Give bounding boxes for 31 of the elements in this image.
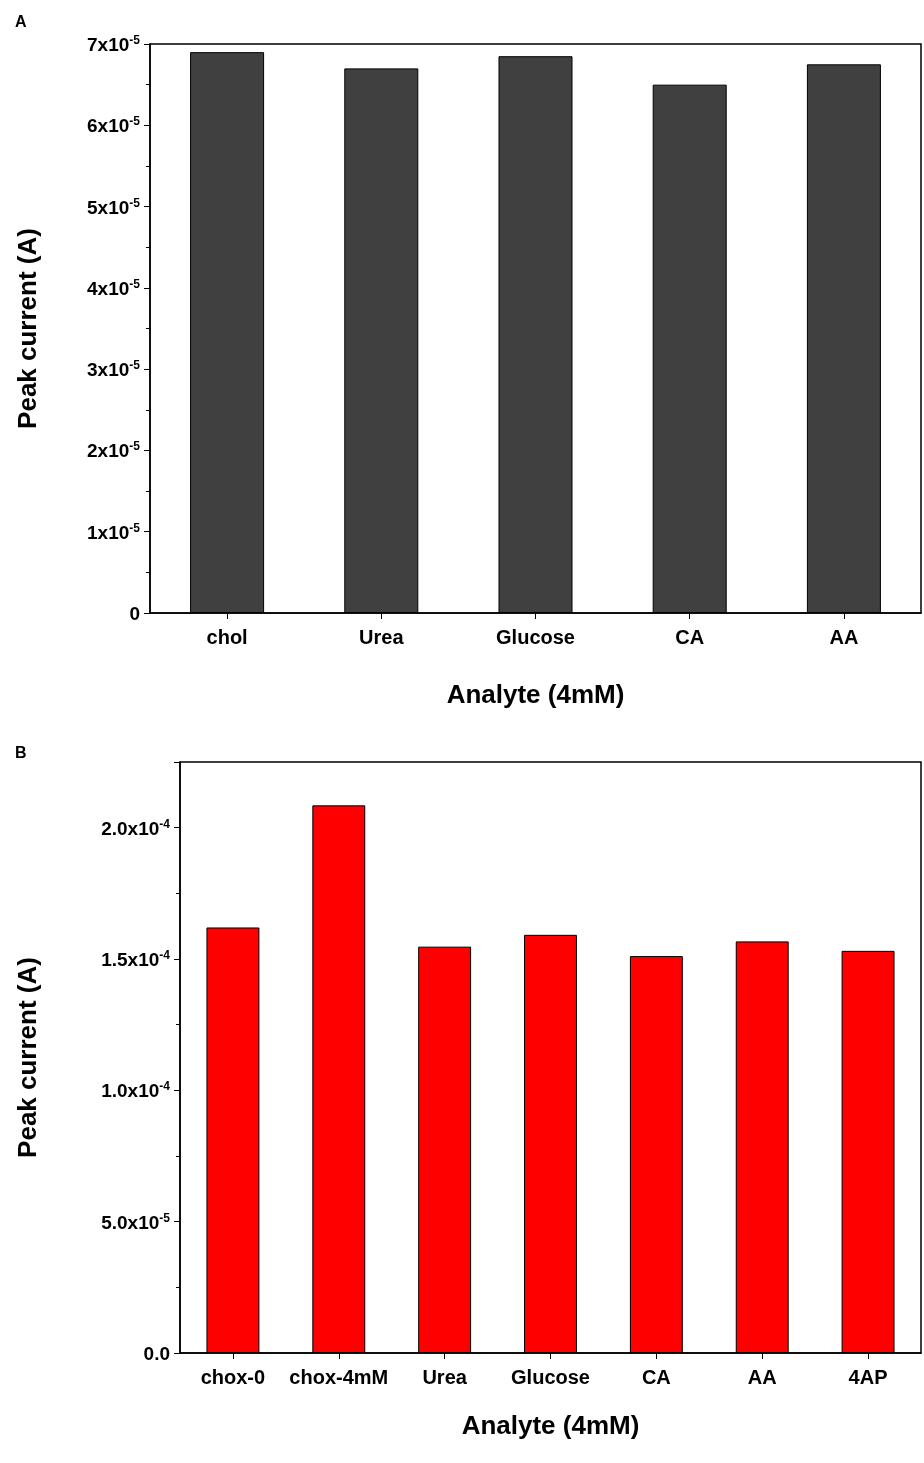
- y-tick-label: 7x10$^{-5}$: [87, 32, 140, 56]
- y-tick-label: 3x10$^{-5}$: [87, 357, 140, 381]
- x-axis-title: Analyte (4mM): [446, 679, 625, 709]
- x-tick-label: AA: [747, 1366, 777, 1388]
- x-tick-label: chol: [206, 626, 248, 648]
- x-axis-title: Analyte (4mM): [461, 1410, 640, 1440]
- x-tick-label: Glucose: [496, 626, 575, 648]
- y-axis-title: Peak current (A): [12, 957, 42, 1158]
- y-tick-label: 5.0x10$^{-5}$: [101, 1210, 170, 1233]
- x-tick-label: Glucose: [511, 1366, 590, 1388]
- y-tick-label: 0: [129, 602, 140, 624]
- y-tick-label: 1.5x10$^{-4}$: [101, 947, 170, 971]
- x-tick-label: CA: [641, 1366, 671, 1388]
- text: B: [15, 743, 27, 761]
- y-tick-label: 6x10$^{-5}$: [87, 114, 140, 137]
- x-tick-label: Urea: [359, 626, 405, 648]
- y-axis-title: Peak current (A): [12, 228, 42, 429]
- x-tick-label: Urea: [422, 1366, 468, 1388]
- y-tick-label: 2.0x10$^{-4}$: [101, 816, 170, 839]
- y-tick-label: 5x10$^{-5}$: [87, 195, 140, 218]
- x-tick-label: CA: [675, 626, 705, 648]
- text: A: [15, 12, 27, 30]
- y-tick-label: 4x10$^{-5}$: [87, 276, 140, 300]
- x-tick-label: 4AP: [848, 1366, 888, 1388]
- y-tick-label: 2x10$^{-5}$: [87, 439, 140, 462]
- x-tick-label: chox-0: [200, 1366, 266, 1388]
- y-tick-label: 1.0x10$^{-4}$: [101, 1079, 170, 1102]
- x-tick-label: AA: [829, 626, 859, 648]
- x-tick-label: chox-4mM: [289, 1366, 389, 1388]
- y-tick-label: 1x10$^{-5}$: [87, 520, 140, 543]
- y-tick-label: 0.0: [143, 1342, 170, 1364]
